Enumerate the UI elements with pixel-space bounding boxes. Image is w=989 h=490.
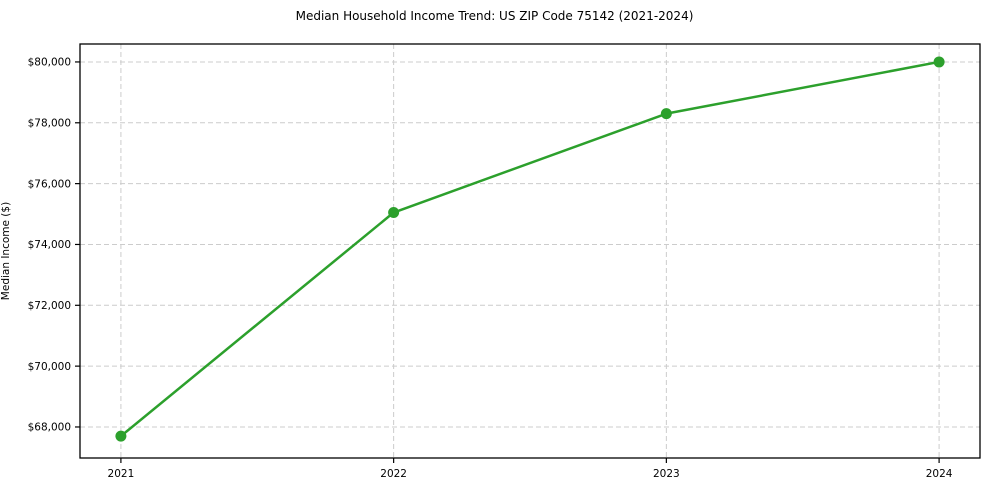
y-tick-label: $74,000 [28, 239, 71, 251]
trend-line [119, 60, 941, 438]
x-tick-label: 2023 [653, 468, 680, 480]
plot-border [79, 43, 981, 459]
x-tick-label: 2024 [926, 468, 953, 480]
chart-title: Median Household Income Trend: US ZIP Co… [295, 9, 694, 23]
y-tick-label: $72,000 [28, 300, 71, 312]
data-point-marker [388, 207, 400, 219]
data-point-marker [115, 430, 127, 442]
y-tick-label: $76,000 [28, 178, 71, 190]
x-tick-label: 2022 [380, 468, 407, 480]
y-tick-label: $78,000 [28, 117, 71, 129]
x-tick-label: 2021 [108, 468, 135, 480]
data-point-marker [933, 56, 945, 68]
y-tick-label: $68,000 [28, 422, 71, 434]
data-point-marker [660, 108, 672, 120]
y-tick-label: $70,000 [28, 361, 71, 373]
y-tick-label: $80,000 [28, 57, 71, 69]
